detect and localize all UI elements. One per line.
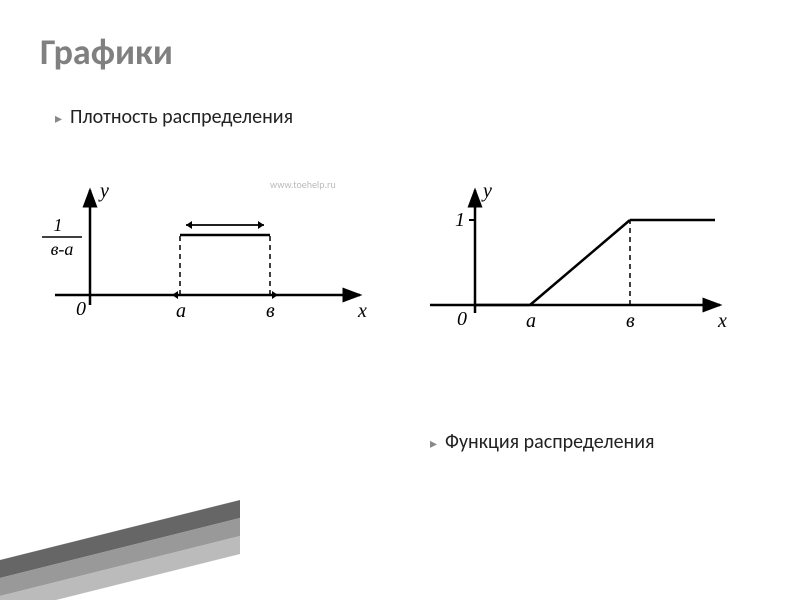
corner-decoration [0, 500, 240, 600]
slide-title: Графики [40, 30, 173, 74]
bullet-right: Функция распределения [430, 430, 655, 454]
svg-text:в: в [266, 300, 275, 322]
svg-text:a: a [526, 310, 536, 332]
svg-text:x: x [717, 310, 727, 332]
svg-text:0: 0 [76, 298, 86, 320]
bullet-left: Плотность распределения [55, 105, 293, 129]
svg-text:в-a: в-a [51, 239, 74, 259]
svg-text:y: y [481, 180, 492, 202]
chart-cdf: y x 0 1 a в [420, 175, 740, 375]
svg-text:y: y [98, 180, 109, 202]
svg-text:a: a [176, 300, 186, 322]
svg-text:0: 0 [457, 308, 467, 330]
svg-text:в: в [626, 310, 635, 332]
svg-text:1: 1 [455, 209, 465, 231]
chart-pdf: 1 в-a y x 0 a в [40, 175, 380, 375]
svg-text:1: 1 [54, 215, 63, 235]
svg-text:x: x [357, 300, 367, 322]
